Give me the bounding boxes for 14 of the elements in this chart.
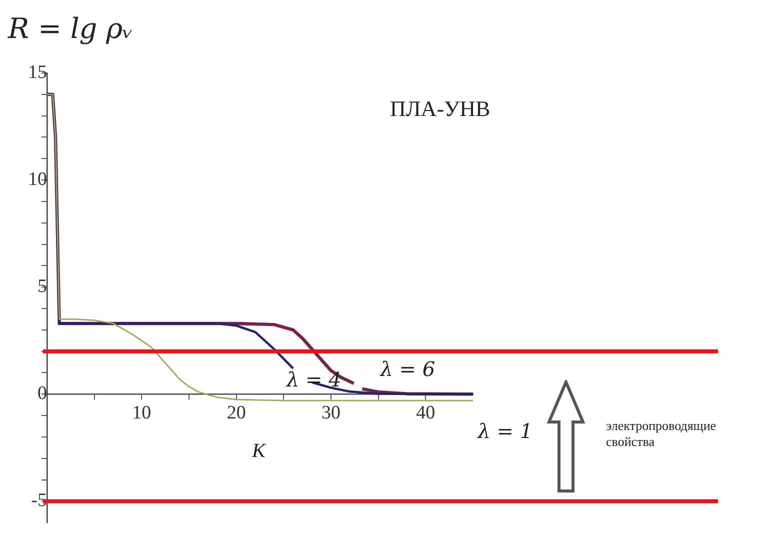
series-label: λ = 1 — [476, 418, 533, 443]
y-tick-label: 0 — [38, 383, 47, 404]
x-tick-label: 40 — [416, 402, 436, 424]
text: электропроводящие свойства — [606, 418, 718, 450]
y-axis-title: R = lg ρᵥ — [8, 12, 134, 45]
text: ПЛА-УНВ — [390, 96, 490, 122]
x-tick-label: 10 — [132, 402, 152, 424]
series-label: λ = 6 — [379, 356, 436, 381]
x-tick-label: 20 — [226, 402, 246, 424]
x-axis-title: K — [252, 440, 266, 463]
y-tick-label: 10 — [28, 169, 47, 190]
x-tick-label: 30 — [322, 402, 340, 424]
series-label: λ = 4 — [286, 368, 342, 392]
y-tick-label: 15 — [28, 62, 47, 83]
